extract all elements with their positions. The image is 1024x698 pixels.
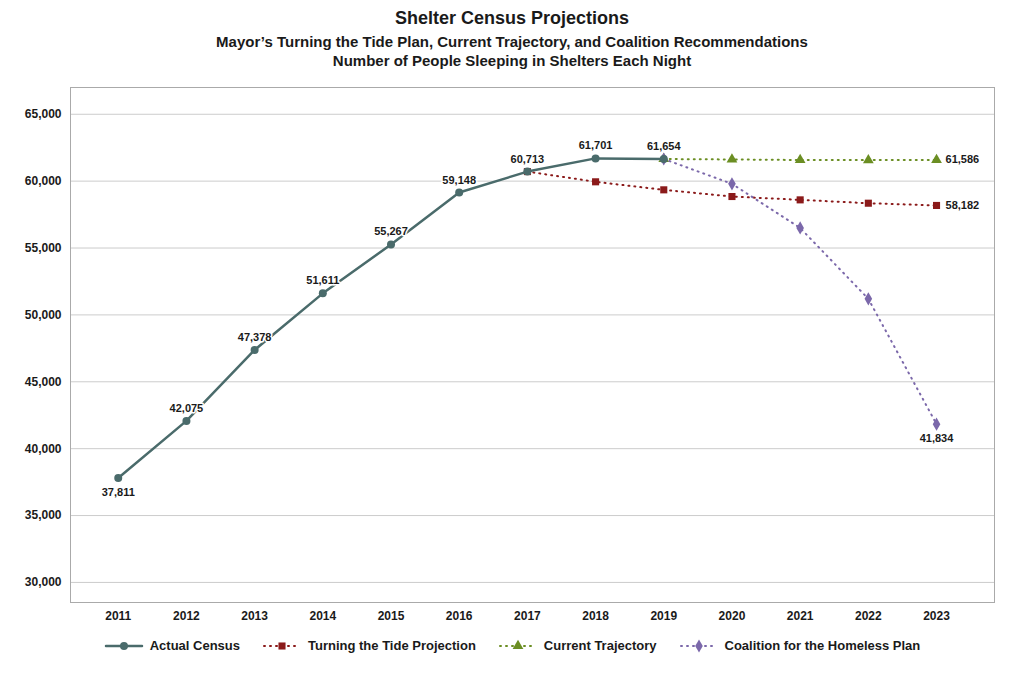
html-text:Current Trajectory: Current Trajectory: [543, 638, 657, 653]
svg-text:2018: 2018: [582, 609, 609, 623]
html-text:Actual Census: Actual Census: [149, 638, 240, 653]
svg-text:2016: 2016: [446, 609, 473, 623]
svg-text:61,654: 61,654: [647, 140, 682, 152]
svg-text:65,000: 65,000: [25, 107, 62, 121]
svg-text:2015: 2015: [378, 609, 405, 623]
svg-text:35,000: 35,000: [25, 508, 62, 522]
svg-text:41,834: 41,834: [920, 432, 955, 444]
html-text:Mayor’s Turning the Tide Plan,: Mayor’s Turning the Tide Plan, Current T…: [216, 33, 808, 50]
svg-text:2021: 2021: [787, 609, 814, 623]
svg-text:50,000: 50,000: [25, 308, 62, 322]
svg-text:2013: 2013: [241, 609, 268, 623]
html-text:Shelter Census Projections: Shelter Census Projections: [395, 8, 629, 28]
html-text:Number of People Sleeping in S: Number of People Sleeping in Shelters Ea…: [332, 52, 692, 69]
svg-text:2023: 2023: [923, 609, 950, 623]
svg-text:60,000: 60,000: [25, 174, 62, 188]
html-text:Coalition for the Homeless Pla: Coalition for the Homeless Plan: [724, 638, 921, 653]
svg-text:2020: 2020: [719, 609, 746, 623]
svg-text:37,811: 37,811: [102, 486, 135, 498]
svg-text:55,267: 55,267: [374, 225, 408, 237]
svg-text:2017: 2017: [514, 609, 541, 623]
svg-text:58,182: 58,182: [946, 199, 980, 211]
svg-text:45,000: 45,000: [25, 375, 62, 389]
svg-text:30,000: 30,000: [25, 575, 62, 589]
svg-text:2022: 2022: [855, 609, 882, 623]
svg-text:2019: 2019: [650, 609, 677, 623]
svg-text:59,148: 59,148: [442, 174, 476, 186]
svg-text:60,713: 60,713: [511, 153, 545, 165]
svg-text:42,075: 42,075: [170, 402, 204, 414]
svg-text:61,586: 61,586: [946, 153, 980, 165]
svg-text:55,000: 55,000: [25, 241, 62, 255]
svg-text:2014: 2014: [309, 609, 336, 623]
svg-text:61,701: 61,701: [579, 139, 613, 151]
svg-text:40,000: 40,000: [25, 442, 62, 456]
svg-text:51,611: 51,611: [306, 274, 339, 286]
svg-text:47,378: 47,378: [238, 331, 272, 343]
svg-text:2012: 2012: [173, 609, 200, 623]
html-text:Turning the Tide Projection: Turning the Tide Projection: [308, 638, 476, 653]
svg-text:2011: 2011: [105, 609, 131, 623]
